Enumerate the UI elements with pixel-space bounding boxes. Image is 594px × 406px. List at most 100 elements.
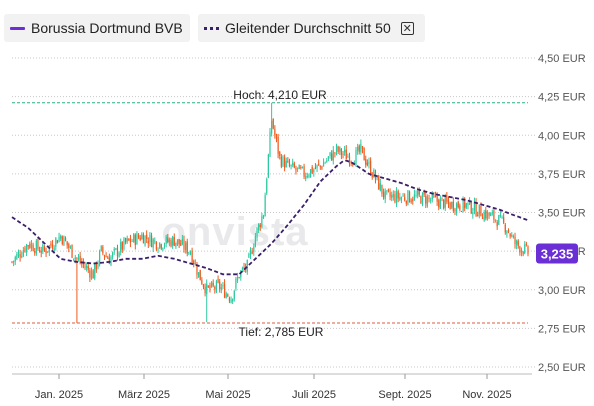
candle-body: [38, 250, 41, 253]
candle-body: [160, 244, 162, 249]
candle-body: [258, 224, 260, 231]
candle-body: [511, 234, 513, 237]
candle-body: [428, 198, 430, 200]
candle-body: [142, 234, 145, 244]
legend-moving-average[interactable]: Gleitender Durchschnitt 50 ✕: [198, 14, 425, 42]
candle-body: [235, 278, 237, 289]
candle-body: [32, 244, 34, 251]
candle-body: [477, 214, 479, 217]
candle-body: [14, 256, 16, 262]
candle-body: [201, 279, 203, 285]
candle-body: [298, 164, 300, 170]
candle-body: [97, 263, 99, 268]
candle-body: [345, 149, 347, 160]
candle-body: [17, 252, 20, 256]
candle-body: [47, 251, 49, 253]
candle-body: [309, 169, 312, 177]
candle-body: [196, 265, 198, 275]
candle-body: [506, 231, 508, 234]
candle-body: [21, 256, 23, 258]
candle-body: [131, 241, 133, 243]
candle-body: [465, 203, 467, 208]
y-tick-label: 3,50 EUR: [538, 208, 586, 220]
candle-body: [358, 145, 360, 152]
candle-body: [433, 195, 435, 197]
candle-body: [348, 156, 351, 164]
candle-body: [287, 160, 289, 162]
candle-body: [167, 237, 169, 243]
candle-body: [24, 247, 26, 252]
candle-body: [392, 193, 394, 198]
x-tick-label: Jan. 2025: [35, 389, 83, 401]
candle-body: [464, 198, 466, 209]
candle-body: [288, 162, 291, 166]
candle-body: [89, 270, 91, 278]
y-tick-label: 3,00 EUR: [538, 285, 586, 297]
candle-body: [417, 190, 419, 196]
candle-body: [415, 194, 417, 196]
candle-body: [340, 149, 343, 156]
candle-body: [64, 238, 67, 241]
candle-body: [524, 244, 526, 254]
candle-body: [369, 160, 372, 175]
candle-body: [30, 243, 33, 249]
candle-body: [382, 192, 385, 198]
candle-body: [154, 240, 156, 242]
candle-body: [280, 156, 282, 167]
y-tick-label: 3,75 EUR: [538, 169, 586, 181]
candle-body: [430, 199, 432, 201]
candle-body: [322, 162, 325, 167]
legend-stock[interactable]: Borussia Dortmund BVB: [4, 14, 190, 42]
remove-indicator-close-icon[interactable]: ✕: [400, 21, 414, 35]
candle-body: [90, 270, 93, 280]
candle-body: [204, 286, 206, 294]
candle-body: [522, 251, 524, 255]
candle-body: [447, 199, 450, 204]
candle-body: [277, 136, 279, 154]
candle-body: [92, 270, 94, 279]
candle-body: [306, 175, 308, 177]
candle-body: [308, 175, 310, 178]
candle-body: [27, 245, 29, 247]
candle-body: [256, 227, 258, 238]
candle-body: [43, 246, 46, 251]
candle-body: [271, 120, 273, 134]
candle-body: [516, 240, 518, 245]
candle-body: [66, 241, 68, 246]
candle-body: [126, 238, 128, 242]
candle-body: [331, 153, 333, 161]
candle-body: [481, 217, 484, 220]
candle-body: [494, 219, 497, 221]
y-tick-label: 4,25 EUR: [538, 92, 586, 104]
candle-body: [319, 165, 321, 167]
candle-body: [378, 175, 380, 190]
x-tick-label: Mai 2025: [205, 389, 250, 401]
candle-body: [491, 212, 493, 214]
candle-body: [94, 263, 96, 279]
candle-body: [115, 248, 117, 250]
candle-body: [485, 210, 487, 219]
candle-body: [261, 216, 263, 227]
candle-body: [105, 256, 107, 258]
candle-body: [318, 163, 320, 165]
candle-body: [86, 266, 88, 268]
candle-body: [248, 253, 250, 258]
candle-body: [457, 201, 459, 208]
candle-body: [301, 166, 304, 168]
candle-body: [300, 167, 302, 169]
candle-body: [290, 164, 292, 166]
candle-body: [197, 272, 200, 278]
candle-body: [295, 167, 297, 171]
candle-body: [501, 217, 503, 219]
candle-body: [77, 258, 80, 260]
candle-body: [282, 156, 284, 167]
candle-body: [259, 224, 261, 228]
candle-body: [133, 234, 135, 242]
candle-body: [227, 294, 229, 297]
candle-body: [274, 128, 276, 136]
candle-body: [35, 240, 37, 254]
candle-body: [11, 261, 13, 263]
y-tick-label: 4,50 EUR: [538, 53, 586, 65]
